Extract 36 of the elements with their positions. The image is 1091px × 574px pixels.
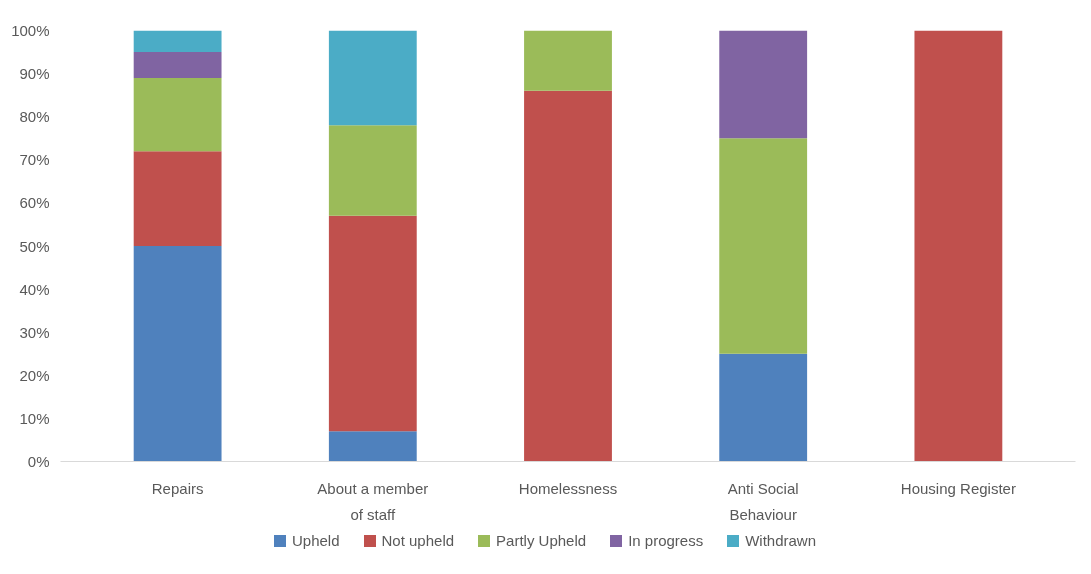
legend-label: Withdrawn	[744, 532, 817, 549]
y-tick-label: 90%	[19, 65, 50, 83]
legend-label: Not upheld	[380, 532, 455, 549]
x-tick-label: Repairs	[151, 479, 204, 497]
legend-label: In progress	[627, 532, 704, 549]
bar	[328, 215, 417, 432]
y-tick-label: 80%	[19, 108, 50, 126]
y-tick-label: 40%	[19, 280, 50, 298]
y-tick-label: 30%	[19, 323, 50, 341]
bar	[719, 138, 808, 354]
y-tick-label: 20%	[19, 366, 50, 384]
bar	[524, 30, 612, 91]
legend-label: Partly Upheld	[495, 532, 587, 549]
x-tick-label: Housing Register	[900, 479, 1016, 497]
bar	[133, 77, 222, 152]
bar	[328, 125, 417, 216]
x-tick-label: Homelessness	[518, 479, 618, 497]
category-label: Anti Social Behaviour	[727, 479, 799, 523]
bar	[719, 30, 808, 139]
y-tick-label: 60%	[19, 194, 50, 212]
bar	[133, 52, 222, 78]
y-tick-label: 100%	[11, 22, 50, 39]
bar	[328, 431, 417, 462]
bar	[133, 30, 222, 53]
bar	[328, 30, 417, 126]
y-tick-label: 70%	[19, 151, 50, 169]
y-tick-label: 0%	[27, 453, 50, 470]
bar	[133, 246, 222, 462]
bar	[524, 90, 612, 462]
category-label: About a member of staff	[317, 479, 429, 523]
bar	[719, 353, 808, 462]
bar	[133, 151, 222, 246]
legend-label: Upheld	[290, 532, 340, 549]
y-tick-label: 50%	[19, 237, 50, 255]
y-tick-label: 10%	[19, 409, 50, 427]
bar	[914, 30, 1003, 462]
